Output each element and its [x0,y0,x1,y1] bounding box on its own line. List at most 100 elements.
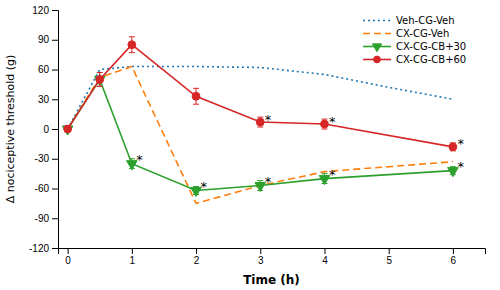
x-tick: 3 [258,248,264,266]
tick-mark [52,248,58,249]
error-bar-cap [450,166,456,167]
plot: 0123456-120-90-60-300306090120********Ve… [29,5,486,266]
error-bar-cap [193,88,199,89]
x-axis: 0 1 2 3 4 5 6 [59,248,486,266]
error-bar [97,72,103,86]
tick-mark [324,248,325,254]
y-tick: -90 [35,213,58,224]
legend: Veh-CG-Veh CX-CG-Veh CX-CG-CB+30 CX-CG-CB+6… [363,15,466,65]
error-bar-cap [97,72,103,73]
tick-label: 3 [258,255,264,266]
line [68,79,453,190]
series [68,67,453,204]
error-bar-cap [129,36,135,37]
tick-label: -120 [29,243,49,254]
tick-mark [196,248,197,254]
point [128,41,136,49]
annotation: * [457,159,464,174]
error-bar-cap [257,180,263,181]
annotation: * [329,114,336,129]
error-bar-cap [321,119,327,120]
y-tick: 120 [32,5,58,16]
error-bar [97,72,103,86]
tick-label: 0 [43,124,49,135]
point [96,76,104,84]
legend-marker [374,56,381,63]
tick-mark [52,99,58,100]
tick-label: 120 [32,5,49,16]
legend-label: CX-CG-CB+60 [396,54,466,65]
y-tick: 30 [38,94,58,105]
x-axis-title: Time (h) [243,273,300,287]
tick-mark [453,248,454,254]
x-tick: 2 [194,248,200,266]
tick-label: -30 [35,153,50,164]
legend-item: CX-CG-CB+30 [363,41,466,52]
tick-label: 60 [38,64,50,75]
tick-label: 2 [194,255,200,266]
tick-mark [68,248,69,254]
point [256,118,264,126]
legend-swatch [363,33,391,35]
annotation: * [265,112,272,127]
annotation: * [201,179,208,194]
axis-line [59,249,486,255]
tick-label: 0 [65,255,71,266]
y-tick: 0 [43,124,58,135]
error-bar-cap [193,104,199,105]
y-axis: -120 -90 -60 -30 0 30 60 90 120 [29,5,59,254]
point [62,126,73,135]
x-tick: 4 [322,248,328,266]
x-tick: 6 [451,248,457,266]
point [321,120,329,128]
series [62,72,458,196]
annotation: * [329,167,336,182]
tick-mark [52,10,58,11]
tick-label: -60 [35,183,50,194]
tick-mark [52,218,58,219]
tick-label: 30 [38,94,50,105]
tick-mark [389,248,390,254]
y-tick: 90 [38,34,58,45]
line [68,67,453,204]
error-bar-cap [193,186,199,187]
error-bar-cap [97,72,103,73]
line [68,67,453,129]
y-tick: -120 [29,243,58,254]
tick-label: 5 [386,255,392,266]
tick-label: 6 [451,255,457,266]
annotations: ******** [136,112,464,193]
tick-label: -90 [35,213,50,224]
legend-label: CX-CG-Veh [396,28,449,39]
legend-swatch [363,20,391,22]
error-bar [450,143,456,151]
tick-label: 90 [38,34,50,45]
x-tick: 0 [65,248,71,266]
tick-mark [52,70,58,71]
tick-label: 4 [322,255,328,266]
point [449,143,457,151]
legend-marker [372,44,381,52]
legend-item: CX-CG-Veh [363,28,449,39]
error-bar [193,88,199,104]
error-bar-cap [257,127,263,128]
error-bar-cap [129,158,135,159]
annotation: * [265,174,272,189]
tick-label: 1 [130,255,136,266]
error-bar [321,119,327,129]
y-tick: -30 [35,153,58,164]
legend-item: Veh-CG-Veh [363,15,454,26]
point [192,92,200,100]
tick-mark [52,159,58,160]
error-bar [129,37,135,53]
tick-mark [260,248,261,254]
tick-mark [52,40,58,41]
error-bar-cap [97,86,103,87]
annotation: * [457,136,464,151]
x-tick: 1 [130,248,136,266]
axis-line [52,11,59,249]
error-bar-cap [257,117,263,118]
error-bar [257,117,263,127]
legend-label: CX-CG-CB+30 [396,41,466,52]
error-bar-cap [129,52,135,53]
